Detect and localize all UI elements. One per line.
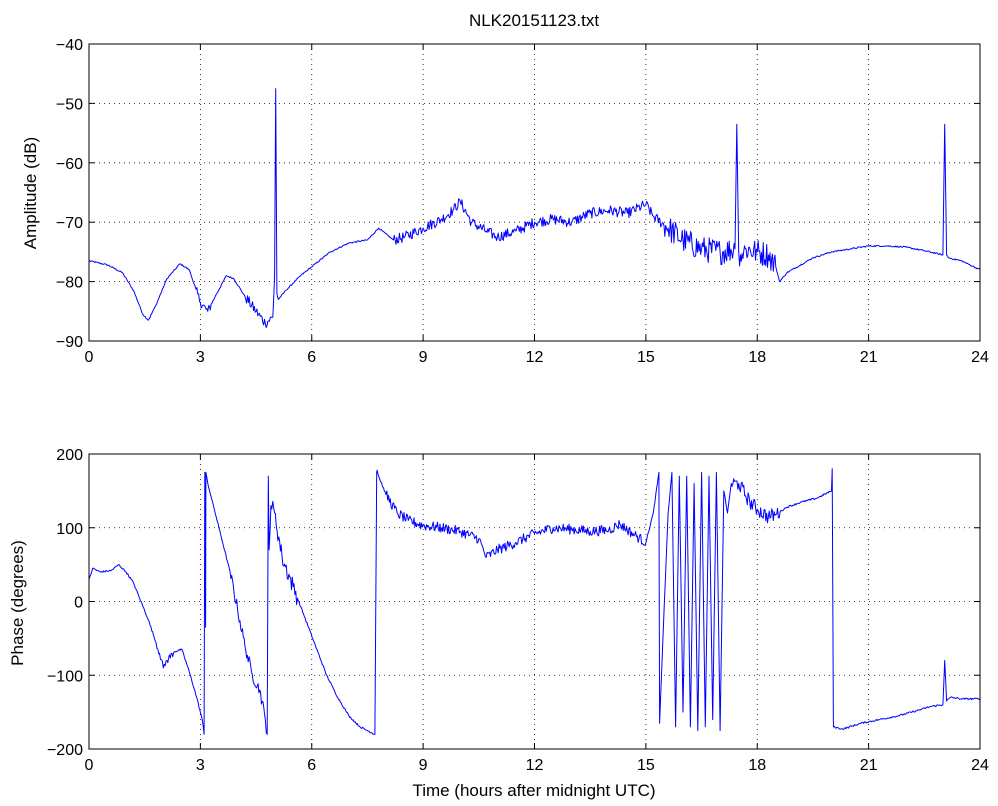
amplitude-panel: NLK20151123.txt 0 3 6 9 12 15 18 21 24 −90 −80 −70 −…: [21, 11, 989, 366]
phase-x-tick-label-8: 24: [971, 757, 989, 774]
amplitude-x-tick-label-7: 21: [860, 349, 878, 366]
amplitude-x-tick-label-8: 24: [971, 349, 989, 366]
chart-title: NLK20151123.txt: [469, 11, 599, 30]
phase-y-tick-label-2: 0: [74, 595, 83, 612]
amplitude-x-tick-label-6: 18: [748, 349, 766, 366]
amplitude-y-tick-label-3: −60: [56, 156, 83, 173]
phase-x-tick-label-4: 12: [526, 757, 544, 774]
phase-grid: [89, 454, 980, 749]
phase-x-tick-label-7: 21: [860, 757, 878, 774]
phase-panel: 0 3 6 9 12 15 18 21 24 −200 −100 0 100 200 Phase (deg…: [8, 447, 989, 800]
amplitude-x-tick-label-0: 0: [85, 349, 94, 366]
phase-y-axis-label: Phase (degrees): [8, 540, 27, 666]
amplitude-y-axis-label: Amplitude (dB): [21, 137, 40, 249]
amplitude-x-tick-label-2: 6: [307, 349, 316, 366]
phase-x-tick-label-2: 6: [307, 757, 316, 774]
amplitude-y-tick-label-0: −90: [56, 334, 83, 351]
phase-y-tick-label-1: −100: [47, 668, 83, 685]
amplitude-x-tick-label-4: 12: [526, 349, 544, 366]
phase-series: [88, 468, 981, 735]
phase-y-tick-label-0: −200: [47, 742, 83, 759]
amplitude-series: [89, 88, 981, 328]
phase-x-axis-label: Time (hours after midnight UTC): [412, 781, 655, 800]
amplitude-plot-frame: [88, 43, 981, 342]
phase-x-tick-label-5: 15: [637, 757, 655, 774]
amplitude-y-tick-label-5: −40: [56, 37, 83, 54]
amplitude-x-tick-label-5: 15: [637, 349, 655, 366]
phase-y-tick-label-3: 100: [56, 521, 83, 538]
phase-series-line-0: [88, 468, 981, 735]
amplitude-series-line-0: [89, 88, 981, 328]
amplitude-y-tick-label-4: −50: [56, 96, 83, 113]
amplitude-grid: [89, 44, 980, 341]
amplitude-y-tick-label-1: −80: [56, 275, 83, 292]
amplitude-x-tick-label-3: 9: [419, 349, 428, 366]
phase-x-tick-label-6: 18: [748, 757, 766, 774]
phase-x-tick-label-1: 3: [196, 757, 205, 774]
phase-x-tick-label-3: 9: [419, 757, 428, 774]
amplitude-y-tick-label-2: −70: [56, 215, 83, 232]
phase-ticks: 0 3 6 9 12 15 18 21 24 −200 −100 0 100 200: [47, 447, 989, 774]
phase-x-tick-label-0: 0: [85, 757, 94, 774]
phase-y-tick-label-4: 200: [56, 447, 83, 464]
amplitude-x-tick-label-1: 3: [196, 349, 205, 366]
amplitude-ticks: 0 3 6 9 12 15 18 21 24 −90 −80 −70 −60 −50 −40: [56, 37, 989, 366]
